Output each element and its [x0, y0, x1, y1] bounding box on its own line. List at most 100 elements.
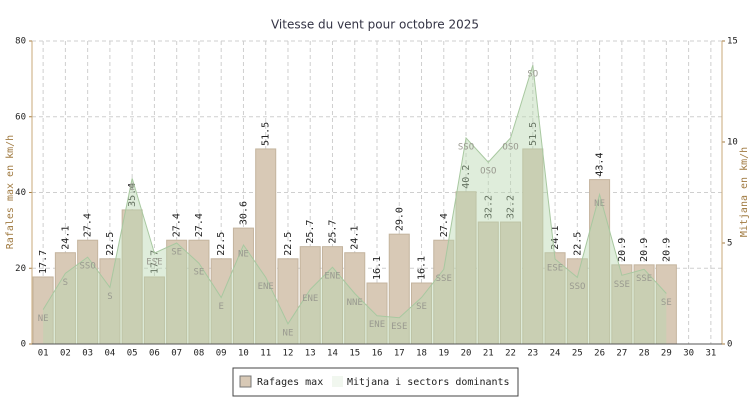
y-tick-label: 20 — [15, 264, 26, 274]
x-tick-label: 27 — [616, 349, 627, 359]
bar-value-label: 22.5 — [105, 232, 116, 256]
bar-value-label: 17.7 — [149, 250, 160, 274]
direction-label: E — [218, 302, 223, 312]
x-tick-label: 31 — [705, 349, 716, 359]
direction-label: ENE — [258, 282, 274, 292]
direction-label: SE — [661, 298, 672, 308]
bar-value-label: 22.5 — [283, 232, 294, 256]
x-tick-label: 12 — [283, 349, 294, 359]
y-tick-label: 40 — [15, 188, 26, 198]
x-tick-label: 28 — [639, 349, 650, 359]
bar-value-label: 20.9 — [661, 238, 672, 262]
direction-label: NNE — [347, 298, 363, 308]
direction-label: NE — [594, 199, 605, 209]
bar-value-label: 27.4 — [83, 213, 94, 237]
direction-label: OSO — [502, 142, 518, 152]
direction-label: SSE — [436, 274, 452, 284]
bar-value-label: 51.5 — [261, 122, 272, 146]
x-tick-label: 13 — [305, 349, 316, 359]
bar-value-label: 24.1 — [60, 226, 71, 250]
bar-value-label: 29.0 — [394, 207, 405, 231]
bar-value-label: 16.1 — [417, 256, 428, 280]
x-tick-label: 19 — [438, 349, 449, 359]
chart-title: Vitesse du vent pour octobre 2025 — [271, 18, 479, 32]
bar-value-label: 35.4 — [127, 183, 138, 207]
y2-tick-label: 0 — [727, 340, 732, 350]
x-tick-label: 26 — [594, 349, 605, 359]
bar-value-label: 51.5 — [528, 122, 539, 146]
legend-label: Mitjana i sectors dominants — [347, 377, 510, 388]
bar-value-label: 32.2 — [483, 195, 494, 219]
x-tick-label: 29 — [661, 349, 672, 359]
direction-label: ENE — [369, 320, 385, 330]
x-tick-label: 24 — [550, 349, 561, 359]
direction-label: SSO — [458, 142, 474, 152]
x-tick-label: 16 — [372, 349, 383, 359]
x-tick-label: 06 — [149, 349, 160, 359]
direction-label: ESE — [547, 264, 563, 274]
direction-label: S — [107, 292, 112, 302]
area-line — [42, 65, 667, 325]
direction-label: ESE — [146, 258, 162, 268]
direction-label: NE — [238, 250, 249, 260]
bar-value-label: 30.6 — [238, 201, 249, 225]
bar-value-label: 25.7 — [327, 220, 338, 244]
x-tick-label: 10 — [238, 349, 249, 359]
bar-value-label: 27.4 — [172, 213, 183, 237]
direction-label: SE — [194, 268, 205, 278]
direction-label: SE — [416, 302, 427, 312]
direction-label: ENE — [302, 294, 318, 304]
x-tick-label: 07 — [171, 349, 182, 359]
bar-value-label: 20.9 — [617, 238, 628, 262]
bar-value-label: 16.1 — [372, 256, 383, 280]
x-tick-label: 03 — [82, 349, 93, 359]
bar-value-label: 24.1 — [350, 226, 361, 250]
y-tick-label: 0 — [21, 340, 26, 350]
x-tick-label: 20 — [461, 349, 472, 359]
y2-axis-title: Mitjana en km/h — [739, 147, 750, 237]
x-tick-label: 01 — [38, 349, 49, 359]
y2-tick-label: 15 — [727, 37, 738, 47]
x-tick-label: 09 — [216, 349, 227, 359]
direction-label: ENE — [324, 272, 340, 282]
bar-value-label: 27.4 — [194, 213, 205, 237]
x-tick-label: 22 — [505, 349, 516, 359]
direction-label: SSO — [80, 262, 96, 272]
y-axis-title: Rafales max en km/h — [5, 135, 16, 249]
x-tick-label: 05 — [127, 349, 138, 359]
y2-tick-label: 5 — [727, 239, 732, 249]
direction-label: SSE — [636, 274, 652, 284]
legend-swatch — [332, 376, 343, 387]
direction-label: SO — [527, 70, 538, 80]
y-tick-label: 60 — [15, 112, 26, 122]
bar-value-label: 24.1 — [550, 226, 561, 250]
x-tick-label: 25 — [572, 349, 583, 359]
legend-label: Rafages max — [257, 377, 323, 388]
x-tick-label: 17 — [394, 349, 405, 359]
bar-value-label: 20.9 — [639, 238, 650, 262]
bar-value-label: 25.7 — [305, 220, 316, 244]
bar-value-label: 22.5 — [216, 232, 227, 256]
direction-label: OSO — [480, 167, 496, 177]
bar-value-label: 17.7 — [38, 250, 49, 274]
x-tick-label: 11 — [260, 349, 271, 359]
area — [43, 65, 667, 345]
bar-value-label: 27.4 — [439, 213, 450, 237]
x-tick-label: 02 — [60, 349, 71, 359]
legend-swatch — [239, 375, 252, 388]
y-tick-label: 80 — [15, 37, 26, 47]
direction-label: NE — [283, 328, 294, 338]
x-tick-label: 08 — [194, 349, 205, 359]
direction-label: ESE — [391, 322, 407, 332]
direction-label: SE — [171, 248, 182, 258]
x-tick-label: 18 — [416, 349, 427, 359]
direction-label: SSO — [569, 282, 585, 292]
x-tick-label: 04 — [104, 349, 115, 359]
x-tick-label: 23 — [527, 349, 538, 359]
y2-tick-label: 10 — [727, 138, 738, 148]
x-tick-label: 15 — [349, 349, 360, 359]
direction-label: S — [63, 278, 68, 288]
bar-value-label: 22.5 — [572, 232, 583, 256]
x-tick-label: 21 — [483, 349, 494, 359]
